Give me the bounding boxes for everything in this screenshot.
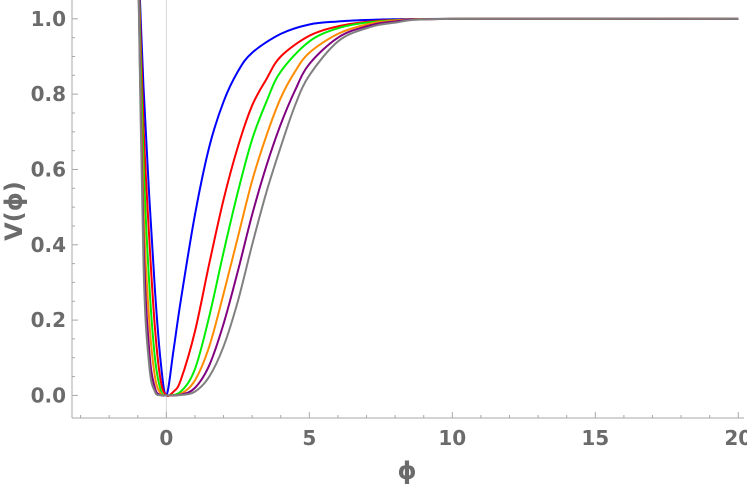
y-ticks: 0.0 0.2 0.4 0.6 0.8 1.0: [31, 7, 78, 407]
series-line-1: [138, 0, 739, 397]
y-axis-label: V(ϕ): [0, 181, 28, 241]
x-tick-label: 10: [438, 426, 466, 450]
y-tick-label: 0.4: [31, 233, 66, 257]
y-tick-label: 0.6: [31, 157, 66, 181]
y-tick-label: 0.0: [31, 383, 66, 407]
x-tick-label: 20: [724, 426, 747, 450]
y-tick-label: 0.8: [31, 82, 66, 106]
x-tick-label: 5: [302, 426, 316, 450]
x-axis-label: ϕ: [397, 457, 416, 485]
series-line-6: [137, 0, 739, 397]
series-line-5: [137, 0, 739, 397]
x-tick-label: 15: [581, 426, 609, 450]
y-tick-label: 0.2: [31, 308, 66, 332]
series-layer: [137, 0, 739, 397]
y-tick-label: 1.0: [31, 7, 66, 31]
x-ticks: 0 5 10 15 20: [80, 412, 747, 450]
x-tick-label: 0: [159, 426, 173, 450]
series-line-4: [137, 0, 739, 397]
